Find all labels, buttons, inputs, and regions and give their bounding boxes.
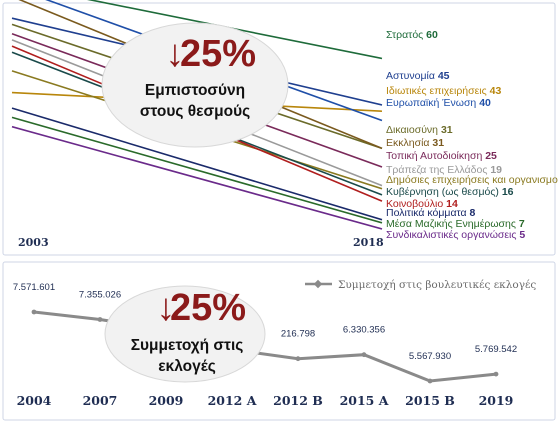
turnout-point-5 — [295, 356, 301, 362]
turnout-data-label-6: 6.330.356 — [343, 325, 385, 336]
slope-line-1 — [87, 0, 383, 60]
slope-series-name-1: Στρατός — [386, 29, 426, 41]
slope-series-name-13: Μέσα Μαζικής Ενημέρωσης — [386, 218, 519, 230]
slope-series-name-8: Τράπεζα της Ελλάδος — [386, 164, 490, 176]
turnout-point-8 — [493, 371, 499, 377]
slope-series-value-11: 14 — [446, 198, 458, 210]
slope-series-label-2: Αστυνομία 45 — [386, 70, 450, 82]
slope-series-label-6: Εκκλησία 31 — [386, 137, 444, 149]
slope-series-value-3: 43 — [490, 85, 502, 97]
turnout-callout-line1: Συμμετοχή στις — [131, 337, 244, 354]
slope-series-label-4: Ευρωπαϊκή Ένωση 40 — [386, 97, 491, 109]
slope-line-12 — [11, 107, 383, 221]
slope-series-label-10: Κυβέρνηση (ως θεσμός) 16 — [386, 186, 514, 198]
turnout-data-label-8: 5.769.542 — [475, 344, 517, 355]
slope-series-value-10: 16 — [502, 186, 514, 198]
slope-series-name-3: Ιδιωτικές επιχειρήσεις — [386, 85, 490, 97]
turnout-callout-percent: 25% — [170, 287, 246, 329]
slope-series-name-14: Συνδικαλιστικές οργανώσεις — [386, 229, 519, 241]
trust-callout-line2: στους θεσμούς — [140, 103, 250, 120]
slope-series-value-14: 5 — [519, 229, 525, 241]
slope-series-value-13: 7 — [519, 218, 525, 230]
turnout-category-1: 2004 — [17, 393, 52, 408]
slope-series-value-1: 60 — [426, 29, 438, 41]
slope-line-13 — [11, 116, 383, 224]
trust-callout-bubble — [101, 22, 289, 148]
trust-callout-arrow: ↓ — [166, 33, 185, 75]
turnout-category-5: 2012 B — [273, 393, 323, 408]
slope-series-name-7: Τοπική Αυτοδιοίκηση — [386, 150, 485, 162]
slope-x-end-label: 2018 — [353, 236, 384, 249]
turnout-x-axis-labels: 2004 2007 2009 2012 A 2012 B 2015 A 2015 B 2019 — [17, 393, 514, 408]
slope-series-value-6: 31 — [432, 137, 444, 149]
turnout-category-8: 2019 — [479, 393, 514, 408]
slope-series-label-14: Συνδικαλιστικές οργανώσεις 5 — [386, 229, 525, 241]
slope-chart-labels: Στρατός 60 Αστυνομία 45 Ιδιωτικές επιχειρή… — [386, 29, 558, 241]
slope-series-value-5: 31 — [441, 124, 453, 136]
slope-series-label-1: Στρατός 60 — [386, 29, 438, 41]
turnout-data-labels: 7.571.601 7.355.026 216.798 6.330.356 5.567.… — [13, 282, 517, 362]
turnout-legend-marker — [313, 279, 323, 289]
turnout-point-2 — [97, 317, 103, 322]
turnout-legend: Συμμετοχή στις βουλευτικές εκλογές — [305, 278, 536, 291]
turnout-point-6 — [361, 352, 367, 358]
slope-series-label-8: Τράπεζα της Ελλάδος 19 — [386, 164, 502, 176]
turnout-callout-arrow: ↓ — [157, 287, 176, 329]
trust-callout-percent: 25% — [180, 33, 256, 75]
slope-series-label-9: Δημόσιες επιχειρήσεις και οργανισμοί 18 — [386, 174, 558, 186]
turnout-data-label-1: 7.571.601 — [13, 282, 55, 293]
slope-series-name-12: Πολιτικά κόμματα — [386, 207, 470, 219]
turnout-category-6: 2015 A — [340, 393, 389, 408]
slope-series-value-7: 25 — [485, 150, 497, 162]
slope-series-name-11: Κοινοβούλιο — [386, 198, 446, 210]
turnout-legend-label: Συμμετοχή στις βουλευτικές εκλογές — [338, 278, 536, 291]
slope-series-value-4: 40 — [479, 97, 491, 109]
slope-series-label-3: Ιδιωτικές επιχειρήσεις 43 — [386, 85, 501, 97]
turnout-category-4: 2012 A — [208, 393, 257, 408]
slope-series-label-7: Τοπική Αυτοδιοίκηση 25 — [386, 150, 497, 162]
slope-series-label-13: Μέσα Μαζικής Ενημέρωσης 7 — [386, 218, 525, 230]
slope-series-name-10: Κυβέρνηση (ως θεσμός) — [386, 186, 502, 198]
turnout-callout-line2: εκλογές — [158, 358, 216, 375]
turnout-point-7 — [427, 378, 433, 384]
slope-series-value-8: 19 — [490, 164, 502, 176]
slope-series-name-5: Δικαιοσύνη — [386, 124, 441, 136]
turnout-point-1 — [31, 309, 37, 315]
turnout-data-label-5: 216.798 — [281, 329, 315, 340]
turnout-category-7: 2015 B — [405, 393, 455, 408]
slope-line-14 — [11, 125, 383, 230]
slope-series-value-12: 8 — [470, 207, 476, 219]
slope-series-name-4: Ευρωπαϊκή Ένωση — [386, 97, 479, 109]
turnout-category-3: 2009 — [149, 393, 184, 408]
turnout-data-label-7: 5.567.930 — [409, 351, 451, 362]
slope-series-name-9: Δημόσιες επιχειρήσεις και οργανισμοί — [386, 174, 558, 186]
turnout-data-label-2: 7.355.026 — [79, 290, 121, 301]
slope-series-label-11: Κοινοβούλιο 14 — [386, 198, 458, 210]
slope-series-label-12: Πολιτικά κόμματα 8 — [386, 207, 476, 219]
turnout-category-2: 2007 — [83, 393, 118, 408]
slope-series-label-5: Δικαιοσύνη 31 — [386, 124, 453, 136]
trust-callout-line1: Εμπιστοσύνη — [145, 82, 245, 99]
slope-series-name-2: Αστυνομία — [386, 70, 438, 82]
turnout-callout-bubble — [104, 285, 266, 383]
slope-series-value-2: 45 — [438, 70, 450, 82]
turnout-callout: ↓ 25% Συμμετοχή στις εκλογές — [104, 285, 266, 383]
slope-series-name-6: Εκκλησία — [386, 137, 432, 149]
slope-x-start-label: 2003 — [18, 236, 49, 249]
trust-callout: ↓ 25% Εμπιστοσύνη στους θεσμούς — [101, 22, 289, 148]
